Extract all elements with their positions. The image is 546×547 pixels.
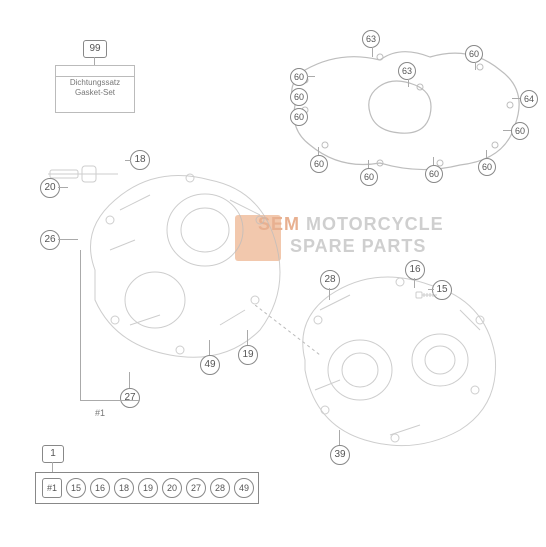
callout-60d: 60 — [465, 45, 483, 63]
gasket-set-box: Dichtungssatz Gasket-Set — [55, 65, 135, 113]
legend-box: #1 15 16 18 19 20 27 28 49 — [35, 472, 259, 504]
legend-item-8: 49 — [234, 478, 254, 498]
legend-item-2: 16 — [90, 478, 110, 498]
lead-19 — [247, 330, 248, 345]
legend-item-3: 18 — [114, 478, 134, 498]
callout-60b: 60 — [290, 88, 308, 106]
hash1-left: #1 — [95, 408, 105, 418]
lead-20 — [58, 187, 68, 188]
lead-49 — [209, 340, 210, 355]
watermark-line2: SPARE PARTS — [290, 236, 426, 257]
callout-63b: 63 — [398, 62, 416, 80]
lead-between-cases — [255, 305, 325, 365]
lead-99 — [94, 57, 95, 65]
callout-20: 20 — [40, 178, 60, 198]
callout-26: 26 — [40, 230, 60, 250]
lead-hash1-left-v — [80, 250, 81, 400]
lead-18 — [125, 160, 131, 161]
callout-18: 18 — [130, 150, 150, 170]
callout-60i: 60 — [310, 155, 328, 173]
callout-64: 64 — [520, 90, 538, 108]
callout-27: 27 — [120, 388, 140, 408]
lead-39 — [339, 430, 340, 445]
legend-item-4: 19 — [138, 478, 158, 498]
lead-60d — [475, 62, 476, 70]
legend-item-5: 20 — [162, 478, 182, 498]
lead-64 — [512, 98, 520, 99]
watermark-grey2: SPARE PARTS — [290, 236, 426, 256]
callout-16: 16 — [405, 260, 425, 280]
lead-60abc — [307, 76, 315, 77]
lead-16 — [414, 278, 415, 288]
legend-item-6: 27 — [186, 478, 206, 498]
gasket-set-box-text: Dichtungssatz Gasket-Set — [56, 78, 134, 98]
callout-28: 28 — [320, 270, 340, 290]
callout-60c: 60 — [290, 108, 308, 126]
legend-item-0: #1 — [42, 478, 62, 498]
callout-39: 39 — [330, 445, 350, 465]
lead-hash1-left-h — [80, 400, 140, 401]
legend-item-1: 15 — [66, 478, 86, 498]
lead-60f — [486, 150, 487, 158]
gasket-text-2: Gasket-Set — [75, 88, 115, 97]
callout-60h: 60 — [360, 168, 378, 186]
lead-27 — [129, 372, 130, 388]
lead-60h — [368, 160, 369, 168]
gasket-set-box-lid — [56, 66, 134, 77]
gasket-text-1: Dichtungssatz — [70, 78, 120, 87]
callout-60g: 60 — [425, 165, 443, 183]
legend-item-7: 28 — [210, 478, 230, 498]
lead-26 — [58, 239, 78, 240]
callout-99: 99 — [83, 40, 107, 58]
callout-60f: 60 — [478, 158, 496, 176]
lead-28 — [329, 288, 330, 300]
callout-60e: 60 — [511, 122, 529, 140]
lead-60g — [433, 157, 434, 165]
lead-60i — [318, 147, 319, 155]
legend-number: 1 — [42, 445, 64, 463]
lead-legend — [52, 462, 53, 472]
lead-63b — [408, 79, 409, 87]
lead-63a — [372, 47, 373, 57]
callout-49: 49 — [200, 355, 220, 375]
diagram-canvas: { "watermark": { "line1_orange": "SEM", … — [0, 0, 546, 547]
screw-icon — [415, 288, 439, 302]
watermark-grey1: MOTORCYCLE — [300, 214, 444, 234]
callout-63a: 63 — [362, 30, 380, 48]
lead-60e — [503, 130, 511, 131]
callout-60a: 60 — [290, 68, 308, 86]
